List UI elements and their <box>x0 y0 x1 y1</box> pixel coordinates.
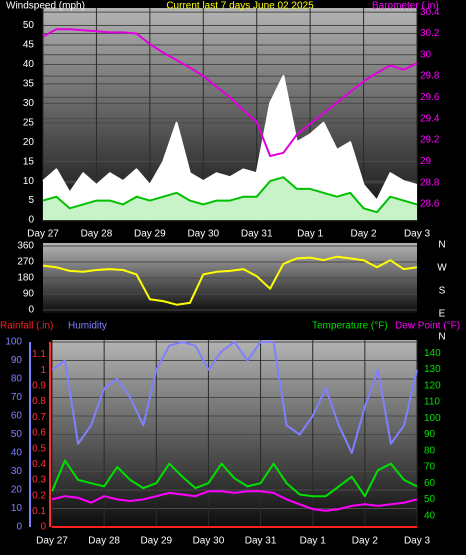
legend-entry: Rainfall (.in) <box>0 321 53 332</box>
y2-tick-label: N <box>438 240 445 251</box>
y3-tick-label: 1 <box>40 365 46 376</box>
x-tick-label: Day 1 <box>300 536 327 547</box>
y-tick-label: 5 <box>28 195 34 206</box>
y2-tick-label: 28.6 <box>420 199 440 210</box>
y2-tick-label: 100 <box>424 413 441 424</box>
y-tick-label: 45 <box>23 40 35 51</box>
y-tick-label: 10 <box>23 176 35 187</box>
y-tick-label: 270 <box>17 257 34 268</box>
x-tick-label: Day 28 <box>81 229 113 240</box>
series-line <box>42 176 418 214</box>
y-tick-label: 90 <box>23 289 35 300</box>
y-tick-label: 80 <box>11 374 23 385</box>
y2-tick-label: 110 <box>424 397 440 408</box>
y-tick-label: 25 <box>23 117 35 128</box>
y-tick-label: 60 <box>11 411 23 422</box>
y-tick-label: 0 <box>16 522 22 533</box>
y2-tick-label: 29 <box>420 156 432 167</box>
x-tick-label: Day 3 <box>404 229 431 240</box>
y3-tick-label: 0.9 <box>32 381 46 392</box>
y-tick-label: 40 <box>23 59 35 70</box>
x-tick-label: Day 29 <box>134 229 166 240</box>
y2-tick-label: 70 <box>424 462 436 473</box>
y2-tick-label: 30.4 <box>420 7 440 18</box>
y2-tick-label: N <box>438 332 445 343</box>
y3-tick-label: 0.3 <box>32 475 46 486</box>
y-tick-label: 50 <box>23 20 35 31</box>
y2-tick-label: 29.8 <box>420 71 440 82</box>
y-tick-label: 35 <box>23 79 35 90</box>
x-tick-label: Day 2 <box>352 536 379 547</box>
series-line <box>51 459 418 498</box>
y3-tick-label: 1.1 <box>32 349 46 360</box>
y2-tick-label: 30 <box>420 49 432 60</box>
series-line <box>51 341 418 454</box>
y3-tick-label: 0.6 <box>32 428 46 439</box>
y3-tick-label: 0.5 <box>32 443 46 454</box>
x-tick-label: Day 1 <box>297 229 324 240</box>
y-tick-label: 40 <box>11 448 23 459</box>
y2-tick-label: 29.6 <box>420 92 440 103</box>
x-tick-label: Day 28 <box>88 536 120 547</box>
legend-entry: Humidity <box>68 321 107 332</box>
y2-tick-label: 130 <box>424 364 441 375</box>
y-tick-label: 10 <box>11 503 23 514</box>
y2-tick-label: 28.8 <box>420 177 440 188</box>
series-line <box>42 255 418 306</box>
y2-tick-label: E <box>439 309 446 320</box>
y-tick-label: 20 <box>23 137 35 148</box>
y2-tick-label: 90 <box>424 429 436 440</box>
series-area <box>43 177 417 220</box>
y-tick-label: 0 <box>28 215 34 226</box>
y3-tick-label: 0.2 <box>32 490 46 501</box>
x-tick-label: Day 30 <box>187 229 219 240</box>
y2-tick-label: 29.4 <box>420 113 440 124</box>
y-tick-label: 0 <box>28 305 34 316</box>
y-tick-label: 30 <box>23 98 35 109</box>
legend-entry: Dew Point (°F) <box>395 321 460 332</box>
series-line <box>51 490 418 512</box>
y2-label: Barometer (.in) <box>372 1 439 12</box>
y2-tick-label: 120 <box>424 380 441 391</box>
series-area <box>43 76 417 220</box>
y-tick-label: 90 <box>11 355 23 366</box>
y2-tick-label: W <box>437 263 447 274</box>
y3-tick-label: 0.1 <box>32 506 46 517</box>
y-tick-label: 15 <box>23 156 35 167</box>
y2-tick-label: S <box>439 286 446 297</box>
y-tick-label: 20 <box>11 485 23 496</box>
x-tick-label: Day 31 <box>245 536 277 547</box>
series-line <box>42 75 418 202</box>
y2-tick-label: 140 <box>424 348 441 359</box>
legend-entry: Temperature (°F) <box>312 321 388 332</box>
x-tick-label: Day 27 <box>27 229 59 240</box>
x-tick-label: Day 27 <box>36 536 68 547</box>
y3-tick-label: 0.4 <box>32 459 46 470</box>
x-tick-label: Day 2 <box>351 229 378 240</box>
y-tick-label: 70 <box>11 392 23 403</box>
y2-tick-label: 60 <box>424 478 436 489</box>
x-tick-label: Day 29 <box>140 536 172 547</box>
y2-tick-label: 80 <box>424 445 436 456</box>
title: Current last 7 days June 02 2025 <box>166 1 314 12</box>
y2-tick-label: 50 <box>424 494 436 505</box>
y3-tick-label: 0 <box>40 522 46 533</box>
x-tick-label: Day 30 <box>193 536 225 547</box>
y2-tick-label: 29.2 <box>420 135 440 146</box>
y-tick-label: 50 <box>11 429 23 440</box>
y-tick-label: 30 <box>11 466 23 477</box>
x-tick-label: Day 31 <box>241 229 273 240</box>
y3-tick-label: 0.7 <box>32 412 46 423</box>
y-tick-label: 360 <box>17 241 34 252</box>
y2-tick-label: 40 <box>424 510 436 521</box>
y-label: Windspeed (mph) <box>6 1 85 12</box>
y2-tick-label: 30.2 <box>420 28 440 39</box>
x-tick-label: Day 3 <box>404 536 431 547</box>
y-tick-label: 100 <box>5 337 22 348</box>
y3-tick-label: 0.8 <box>32 396 46 407</box>
y-tick-label: 180 <box>17 273 34 284</box>
series-line <box>42 28 418 157</box>
